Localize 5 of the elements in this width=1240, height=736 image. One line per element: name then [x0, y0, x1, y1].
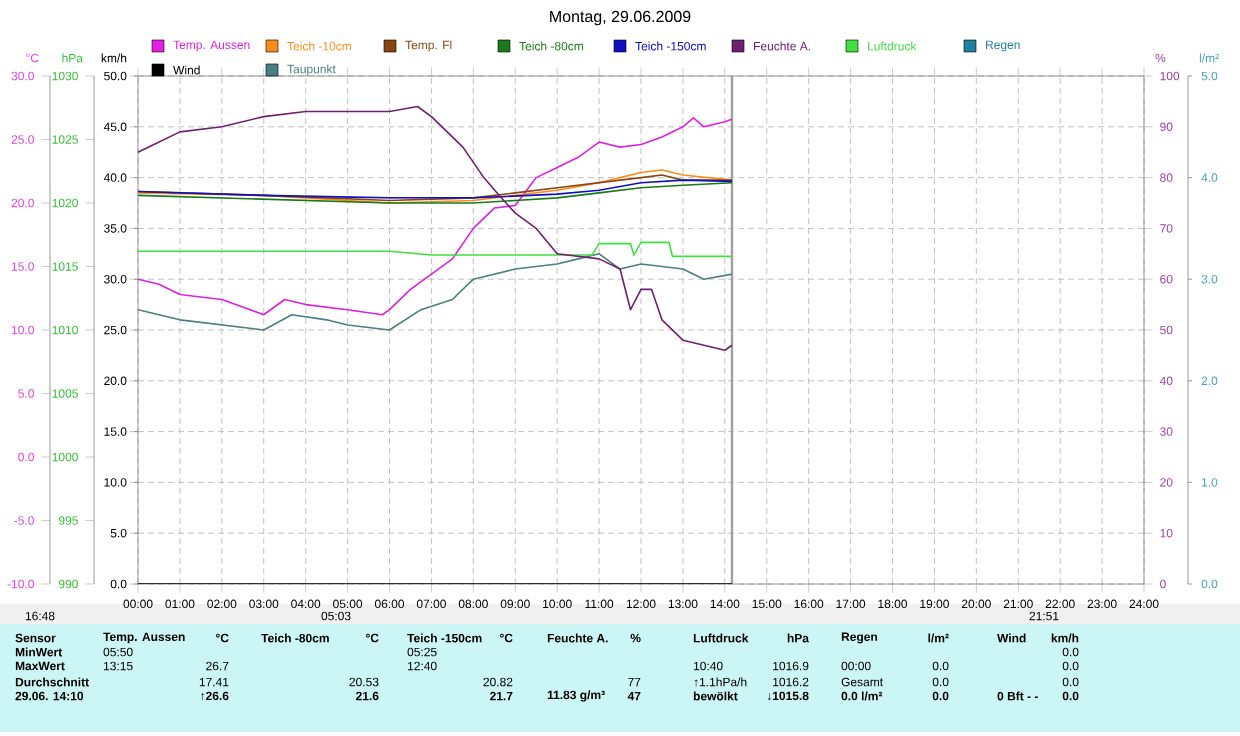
line-series	[138, 105, 733, 352]
line-series	[138, 117, 733, 316]
line-series	[138, 241, 733, 258]
chart-title: Montag, 29.06.2009	[550, 10, 691, 26]
line-series	[138, 179, 733, 199]
